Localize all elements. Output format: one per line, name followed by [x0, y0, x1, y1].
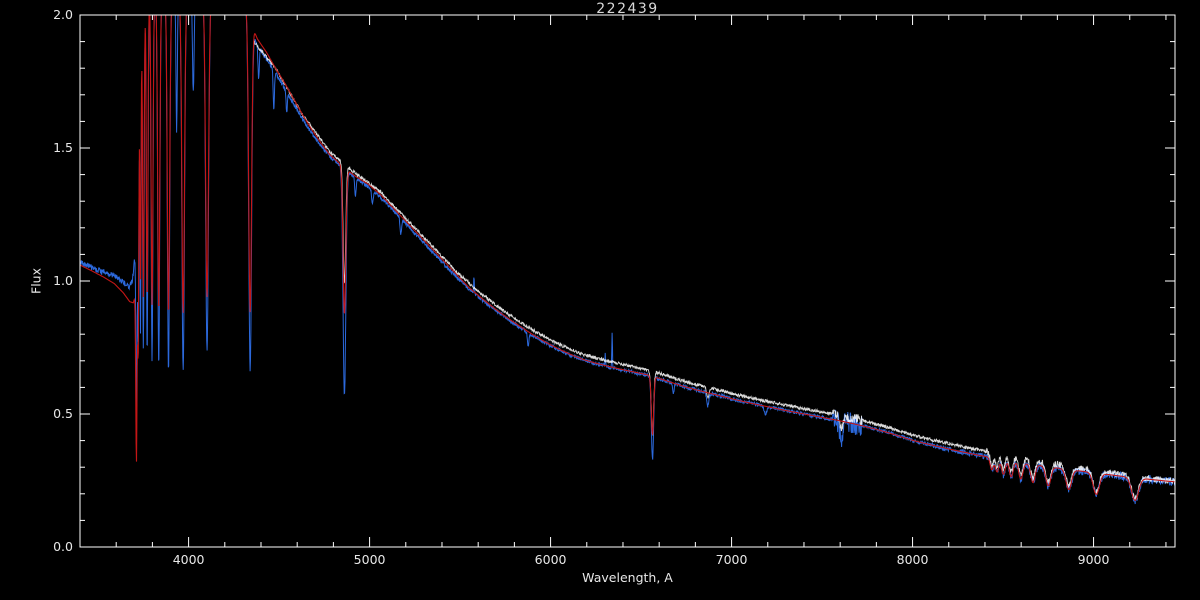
y-tick-label: 0.0 [53, 539, 73, 554]
series-model-spectrum [80, 15, 1175, 501]
x-tick-label: 6000 [535, 552, 567, 567]
x-axis-label: Wavelength, A [582, 570, 673, 585]
x-tick-label: 7000 [716, 552, 748, 567]
y-tick-label: 1.5 [53, 140, 73, 155]
y-axis-label: Flux [28, 268, 44, 294]
chart-title: 222439 [596, 1, 659, 17]
x-tick-label: 5000 [354, 552, 386, 567]
x-tick-label: 8000 [897, 552, 929, 567]
series-smoothed-spectrum [253, 40, 1175, 502]
x-tick-label: 9000 [1078, 552, 1110, 567]
y-tick-label: 1.0 [53, 273, 73, 288]
x-tick-label: 4000 [173, 552, 205, 567]
y-tick-label: 0.5 [53, 406, 73, 421]
y-tick-label: 2.0 [53, 7, 73, 22]
series-group [80, 15, 1175, 505]
